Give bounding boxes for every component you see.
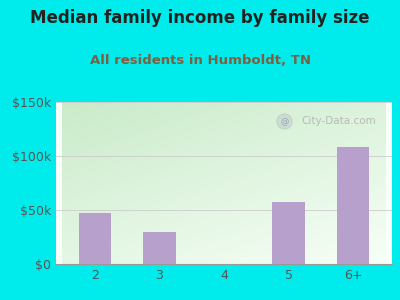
Bar — [272, 202, 305, 264]
Text: Median family income by family size: Median family income by family size — [30, 9, 370, 27]
Bar — [143, 232, 176, 264]
Bar — [79, 213, 111, 264]
Text: @: @ — [280, 117, 289, 126]
Bar — [337, 147, 369, 264]
Text: City-Data.com: City-Data.com — [301, 116, 376, 126]
Text: All residents in Humboldt, TN: All residents in Humboldt, TN — [90, 54, 310, 67]
